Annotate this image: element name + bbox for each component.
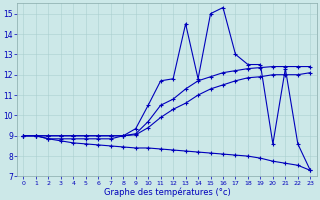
X-axis label: Graphe des températures (°c): Graphe des températures (°c)	[104, 187, 230, 197]
